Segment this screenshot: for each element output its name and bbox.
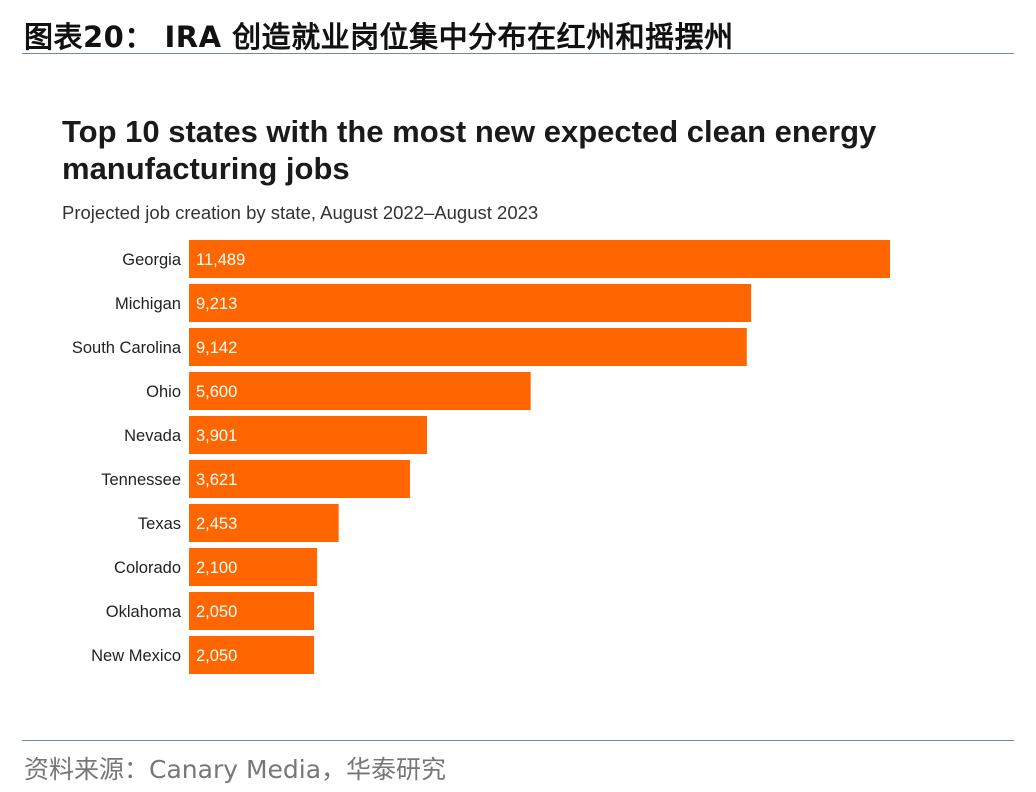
value-label: 11,489	[196, 251, 245, 269]
bar	[189, 592, 315, 630]
bar	[189, 372, 531, 410]
bar	[189, 284, 752, 322]
category-label: South Carolina	[72, 339, 182, 357]
value-label: 2,050	[196, 603, 237, 621]
category-label: Oklahoma	[106, 603, 182, 621]
category-label: Michigan	[115, 295, 181, 313]
value-label: 2,050	[196, 647, 237, 665]
bar	[189, 504, 339, 542]
category-label: Texas	[138, 515, 181, 533]
category-label: Ohio	[146, 383, 181, 401]
figure-title: 图表20： IRA 创造就业岗位集中分布在红州和摇摆州	[24, 20, 734, 54]
bar	[189, 416, 428, 454]
bottom-divider	[22, 740, 1014, 741]
chart-subtitle: Projected job creation by state, August …	[62, 202, 539, 223]
category-label: Georgia	[122, 251, 182, 269]
category-label: Nevada	[124, 427, 182, 445]
chart-title: Top 10 states with the most new expected…	[62, 114, 877, 186]
bar	[189, 548, 318, 586]
category-label: Tennessee	[101, 471, 181, 489]
value-label: 9,142	[196, 339, 237, 357]
value-label: 9,213	[196, 295, 237, 313]
category-label: New Mexico	[91, 647, 181, 665]
bar	[189, 636, 315, 674]
bar	[189, 240, 890, 278]
value-label: 5,600	[196, 383, 237, 401]
bar	[189, 328, 747, 366]
value-label: 3,621	[196, 471, 237, 489]
bar	[189, 460, 410, 498]
top-divider	[22, 53, 1014, 54]
value-label: 2,453	[196, 515, 237, 533]
value-label: 3,901	[196, 427, 237, 445]
source-note: 资料来源：Canary Media，华泰研究	[24, 755, 447, 784]
value-label: 2,100	[196, 559, 237, 577]
category-label: Colorado	[114, 559, 181, 577]
